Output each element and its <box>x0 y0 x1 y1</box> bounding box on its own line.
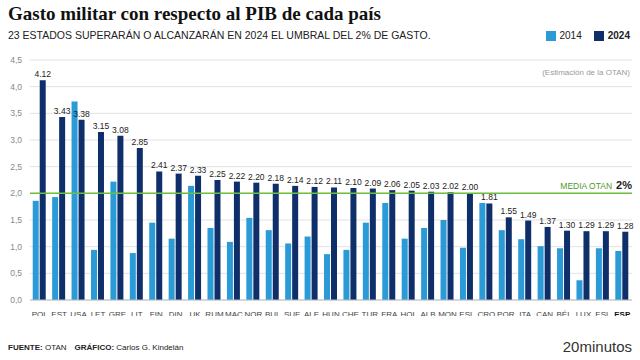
svg-text:ESP: ESP <box>614 310 631 316</box>
svg-text:RUM: RUM <box>205 310 224 316</box>
svg-text:1.37: 1.37 <box>539 216 556 226</box>
svg-text:NOR: NOR <box>244 310 262 316</box>
svg-text:1.55: 1.55 <box>501 206 518 216</box>
svg-text:3.08: 3.08 <box>112 125 129 135</box>
svg-text:LUX: LUX <box>576 310 592 316</box>
html-text:23 ESTADOS SUPERARÁN O ALCANZA: 23 ESTADOS SUPERARÁN O ALCANZARÁN EN 202… <box>8 29 431 41</box>
svg-text:2.06: 2.06 <box>384 179 401 189</box>
svg-text:MON: MON <box>438 310 457 316</box>
svg-text:ALE: ALE <box>304 310 319 316</box>
html-text:(Estimación de la OTAN): (Estimación de la OTAN) <box>542 68 630 77</box>
svg-text:TUR: TUR <box>362 310 379 316</box>
svg-text:1.28: 1.28 <box>617 221 632 231</box>
svg-text:2.14: 2.14 <box>287 175 304 185</box>
html-text:FUENTE: OTAN: FUENTE: OTAN <box>8 343 67 352</box>
svg-text:2.37: 2.37 <box>170 163 187 173</box>
svg-text:USA: USA <box>70 310 87 316</box>
svg-text:2.11: 2.11 <box>326 176 342 186</box>
svg-text:0,0: 0,0 <box>10 295 22 305</box>
svg-text:CAN: CAN <box>536 310 553 316</box>
html-text:Gasto militar con respecto al: Gasto militar con respecto al PIB de cad… <box>8 3 381 24</box>
svg-text:2.33: 2.33 <box>190 165 207 175</box>
svg-text:BUL: BUL <box>265 310 281 316</box>
svg-text:2.25: 2.25 <box>209 169 226 179</box>
svg-text:2.22: 2.22 <box>229 171 246 181</box>
svg-text:EST: EST <box>51 310 67 316</box>
svg-text:FIN: FIN <box>150 310 163 316</box>
svg-text:ITA: ITA <box>519 310 532 316</box>
svg-text:HUN: HUN <box>322 310 340 316</box>
svg-text:1,5: 1,5 <box>10 215 22 225</box>
svg-text:POL: POL <box>32 310 49 316</box>
svg-text:2.05: 2.05 <box>403 180 420 190</box>
html-text:GRÁFICO: Carlos G. Kindelán: GRÁFICO: Carlos G. Kindelán <box>74 343 184 352</box>
svg-text:2.20: 2.20 <box>248 172 265 182</box>
svg-text:2.18: 2.18 <box>267 173 284 183</box>
svg-text:2.10: 2.10 <box>345 177 362 187</box>
svg-text:UK: UK <box>190 310 202 316</box>
svg-text:2.02: 2.02 <box>442 181 459 191</box>
svg-text:2.00: 2.00 <box>462 182 479 192</box>
svg-text:1.30: 1.30 <box>559 220 576 230</box>
svg-text:4,5: 4,5 <box>10 55 22 65</box>
svg-text:4,0: 4,0 <box>10 82 22 92</box>
svg-text:2.41: 2.41 <box>151 160 168 170</box>
svg-text:ESL: ESL <box>459 310 475 316</box>
svg-text:CRO: CRO <box>477 310 495 316</box>
svg-text:3.43: 3.43 <box>54 106 71 116</box>
svg-text:1.29: 1.29 <box>578 220 595 230</box>
svg-text:POR: POR <box>497 310 515 316</box>
svg-text:1.49: 1.49 <box>520 210 537 220</box>
svg-text:FRA: FRA <box>381 310 398 316</box>
svg-text:2.03: 2.03 <box>423 181 440 191</box>
svg-text:2.85: 2.85 <box>132 137 149 147</box>
svg-text:2,5: 2,5 <box>10 162 22 172</box>
svg-text:3,5: 3,5 <box>10 108 22 118</box>
svg-text:3.15: 3.15 <box>93 121 110 131</box>
svg-text:MAC: MAC <box>225 310 243 316</box>
svg-text:3.38: 3.38 <box>73 109 90 119</box>
svg-text:0,5: 0,5 <box>10 268 22 278</box>
svg-text:1.29: 1.29 <box>598 220 615 230</box>
svg-text:ALB: ALB <box>421 310 436 316</box>
html-text:2024: 2024 <box>607 30 630 41</box>
html-text:2014: 2014 <box>559 30 582 41</box>
svg-text:1.81: 1.81 <box>481 192 498 202</box>
svg-text:MEDIA OTAN2%: MEDIA OTAN2% <box>560 179 632 191</box>
svg-text:CHE: CHE <box>342 310 359 316</box>
svg-text:ESL: ESL <box>595 310 611 316</box>
svg-text:LET: LET <box>91 310 106 316</box>
svg-text:BÉL: BÉL <box>556 310 572 316</box>
svg-text:4.12: 4.12 <box>34 69 51 79</box>
svg-text:HOL: HOL <box>400 310 417 316</box>
html-text:20minutos: 20minutos <box>562 338 632 355</box>
svg-text:1,0: 1,0 <box>10 242 22 252</box>
svg-text:2.09: 2.09 <box>365 178 382 188</box>
svg-text:2.12: 2.12 <box>306 176 323 186</box>
svg-text:LIT: LIT <box>131 310 143 316</box>
svg-text:SUE: SUE <box>284 310 300 316</box>
svg-text:2,0: 2,0 <box>10 188 22 198</box>
svg-text:GRE: GRE <box>109 310 126 316</box>
svg-text:3,0: 3,0 <box>10 135 22 145</box>
svg-text:DIN: DIN <box>169 310 183 316</box>
